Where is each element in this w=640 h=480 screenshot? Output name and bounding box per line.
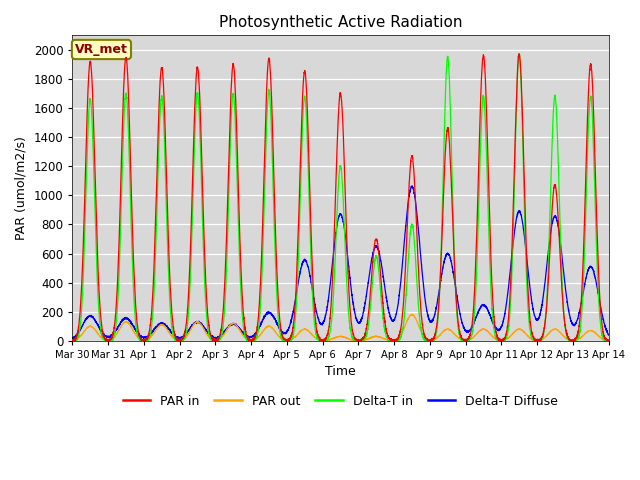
X-axis label: Time: Time	[325, 365, 356, 378]
Text: VR_met: VR_met	[75, 43, 128, 56]
Y-axis label: PAR (umol/m2/s): PAR (umol/m2/s)	[15, 136, 28, 240]
Title: Photosynthetic Active Radiation: Photosynthetic Active Radiation	[219, 15, 462, 30]
Legend: PAR in, PAR out, Delta-T in, Delta-T Diffuse: PAR in, PAR out, Delta-T in, Delta-T Dif…	[118, 390, 563, 413]
